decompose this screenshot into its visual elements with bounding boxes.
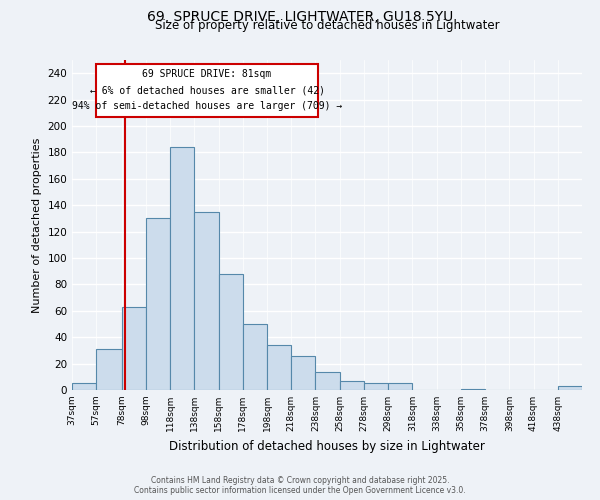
Bar xyxy=(218,274,243,390)
X-axis label: Distribution of detached houses by size in Lightwater: Distribution of detached houses by size … xyxy=(169,440,485,452)
Title: Size of property relative to detached houses in Lightwater: Size of property relative to detached ho… xyxy=(155,20,499,32)
Text: 69 SPRUCE DRIVE: 81sqm: 69 SPRUCE DRIVE: 81sqm xyxy=(142,69,272,79)
Y-axis label: Number of detached properties: Number of detached properties xyxy=(32,138,42,312)
Text: 69, SPRUCE DRIVE, LIGHTWATER, GU18 5YU: 69, SPRUCE DRIVE, LIGHTWATER, GU18 5YU xyxy=(147,10,453,24)
Bar xyxy=(316,372,340,390)
Bar xyxy=(364,384,388,390)
Text: ← 6% of detached houses are smaller (42): ← 6% of detached houses are smaller (42) xyxy=(89,85,325,95)
Bar xyxy=(461,388,485,390)
Bar xyxy=(558,386,582,390)
Text: 94% of semi-detached houses are larger (709) →: 94% of semi-detached houses are larger (… xyxy=(72,101,342,111)
Bar xyxy=(194,212,218,390)
Bar xyxy=(388,384,412,390)
Bar xyxy=(96,349,122,390)
Bar xyxy=(267,345,291,390)
Bar xyxy=(340,381,364,390)
Bar xyxy=(291,356,316,390)
Text: Contains HM Land Registry data © Crown copyright and database right 2025.
Contai: Contains HM Land Registry data © Crown c… xyxy=(134,476,466,495)
FancyBboxPatch shape xyxy=(96,64,318,117)
Bar xyxy=(122,307,146,390)
Bar xyxy=(170,147,194,390)
Bar xyxy=(72,384,96,390)
Bar xyxy=(243,324,267,390)
Bar xyxy=(146,218,170,390)
